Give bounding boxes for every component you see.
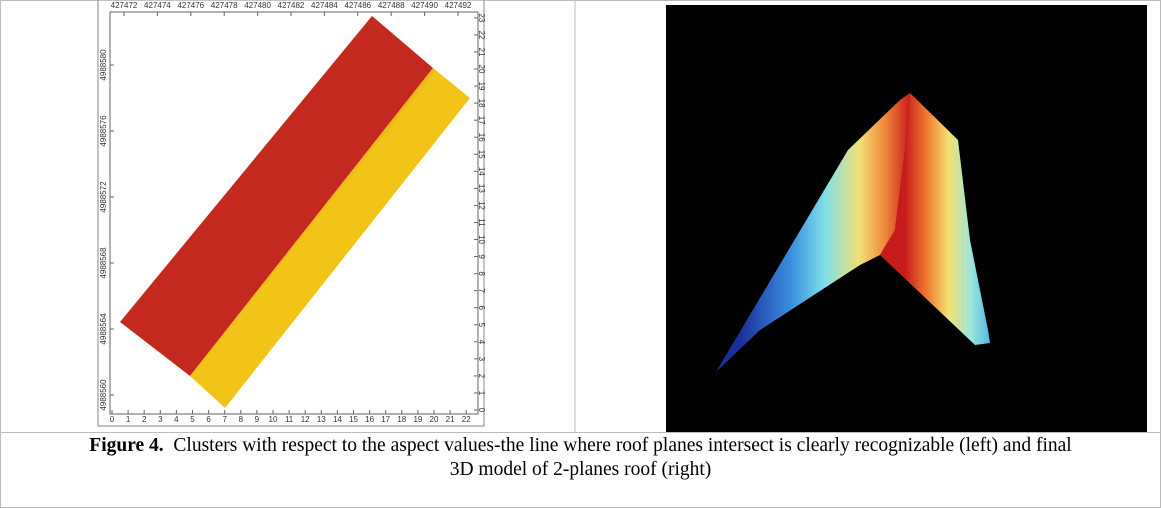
bottom-tick-label: 1 (126, 415, 131, 424)
top-tick-label: 427490 (411, 1, 438, 10)
right-tick-label: 3 (477, 357, 486, 362)
bottom-tick-label: 19 (413, 415, 422, 424)
right-tick-label: 14 (477, 167, 486, 176)
right-tick-label: 6 (477, 305, 486, 310)
bottom-tick-label: 6 (206, 415, 211, 424)
right-tick-label: 17 (477, 116, 486, 125)
bottom-tick-label: 2 (142, 415, 147, 424)
right-tick-label: 20 (477, 65, 486, 74)
bottom-tick-label: 0 (110, 415, 115, 424)
figure-page: 4274724274744274764274784274804274824274… (0, 0, 1161, 508)
right-tick-label: 8 (477, 271, 486, 276)
left-tick-label: 4988576 (99, 115, 108, 147)
bottom-tick-label: 4 (174, 415, 179, 424)
bottom-tick-label: 5 (190, 415, 195, 424)
left-tick-label: 4988560 (99, 379, 108, 411)
caption: Figure 4. Clusters with respect to the a… (0, 434, 1161, 482)
right-tick-label: 15 (477, 150, 486, 159)
top-tick-label: 427478 (211, 1, 238, 10)
right-tick-label: 11 (477, 218, 486, 227)
bottom-tick-label: 8 (239, 415, 244, 424)
bottom-tick-label: 3 (158, 415, 163, 424)
top-tick-label: 427488 (378, 1, 405, 10)
right-tick-label: 10 (477, 235, 486, 244)
top-tick-label: 427476 (177, 1, 204, 10)
left-tick-label: 4988564 (99, 313, 108, 345)
top-tick-label: 427472 (111, 1, 138, 10)
bottom-tick-label: 11 (285, 415, 294, 424)
right-tick-label: 16 (477, 133, 486, 142)
right-tick-label: 23 (477, 13, 486, 22)
bottom-tick-label: 13 (317, 415, 326, 424)
figure: 4274724274744274764274784274804274824274… (0, 0, 1161, 508)
top-tick-label: 427484 (311, 1, 338, 10)
right-tick-label: 1 (477, 391, 486, 396)
top-tick-label: 427482 (278, 1, 305, 10)
caption-text: Clusters with respect to the aspect valu… (173, 435, 1071, 480)
bottom-tick-label: 10 (269, 415, 278, 424)
top-tick-label: 427474 (144, 1, 171, 10)
bottom-tick-label: 22 (462, 415, 471, 424)
bottom-tick-label: 17 (381, 415, 390, 424)
right-tick-label: 21 (477, 47, 486, 56)
right-tick-label: 18 (477, 99, 486, 108)
right-tick-label: 5 (477, 323, 486, 328)
bottom-tick-label: 14 (333, 415, 342, 424)
right-tick-label: 7 (477, 288, 486, 293)
right-tick-label: 9 (477, 254, 486, 259)
bottom-tick-label: 12 (301, 415, 310, 424)
top-tick-label: 427480 (244, 1, 271, 10)
right-tick-label: 2 (477, 374, 486, 379)
right-tick-label: 22 (477, 30, 486, 39)
right-tick-label: 0 (477, 408, 486, 413)
bottom-tick-label: 15 (349, 415, 358, 424)
left-tick-label: 4988568 (99, 247, 108, 279)
bottom-tick-label: 7 (222, 415, 227, 424)
bottom-tick-label: 16 (365, 415, 374, 424)
top-tick-label: 427486 (344, 1, 371, 10)
right-tick-label: 4 (477, 340, 486, 345)
bottom-tick-label: 9 (255, 415, 260, 424)
right-tick-label: 13 (477, 184, 486, 193)
right-tick-label: 19 (477, 82, 486, 91)
top-tick-label: 427492 (445, 1, 472, 10)
bottom-tick-label: 20 (430, 415, 439, 424)
caption-label: Figure 4. (89, 435, 163, 456)
left-tick-label: 4988572 (99, 181, 108, 213)
bottom-tick-label: 18 (397, 415, 406, 424)
bottom-tick-label: 21 (446, 415, 455, 424)
left-tick-label: 4988580 (99, 49, 108, 81)
right-tick-label: 12 (477, 201, 486, 210)
